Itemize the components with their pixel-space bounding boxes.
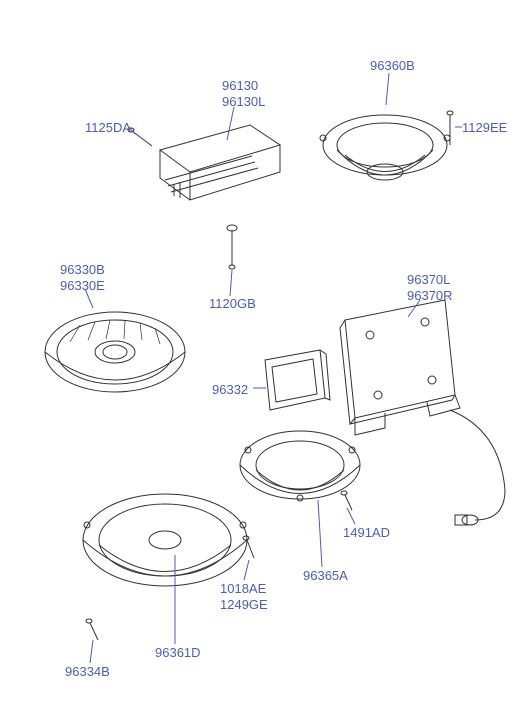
part-label-p12: 96361D [155, 645, 201, 661]
speaker-cover [265, 350, 330, 410]
diagram-svg [0, 0, 532, 727]
screw-96334b [86, 619, 98, 640]
part-label-p11: 1018AE1249GE [220, 581, 268, 612]
part-label-p6: 1120GB [209, 296, 256, 312]
large-speaker [83, 494, 247, 586]
part-label-p4: 1129EE [462, 120, 507, 136]
part-label-p9: 1491AD [343, 525, 390, 541]
speaker-ring [240, 431, 360, 501]
amplifier-part [160, 125, 280, 200]
part-label-p2: 9613096130L [222, 78, 265, 109]
parts-diagram: 1125DA 9613096130L 96360B 1129EE 96330B96330… [0, 0, 532, 727]
screw-1018ae [243, 536, 254, 558]
rear-speaker [320, 115, 450, 180]
part-label-p7: 96370L96370R [407, 272, 453, 303]
speaker-bracket [340, 300, 505, 525]
part-label-p3: 96360B [370, 58, 415, 74]
screw-1491ad [341, 491, 352, 510]
screw-1129ee [447, 111, 453, 145]
part-label-p1: 1125DA [85, 120, 131, 136]
front-speaker-1 [45, 312, 185, 392]
part-label-p5: 96330B96330E [60, 262, 105, 293]
part-label-p13: 96334B [65, 664, 110, 680]
part-label-p8: 96332 [212, 382, 248, 398]
screw-1120gb [227, 225, 237, 269]
leader-lines [85, 73, 462, 663]
part-label-p10: 96365A [303, 568, 348, 584]
